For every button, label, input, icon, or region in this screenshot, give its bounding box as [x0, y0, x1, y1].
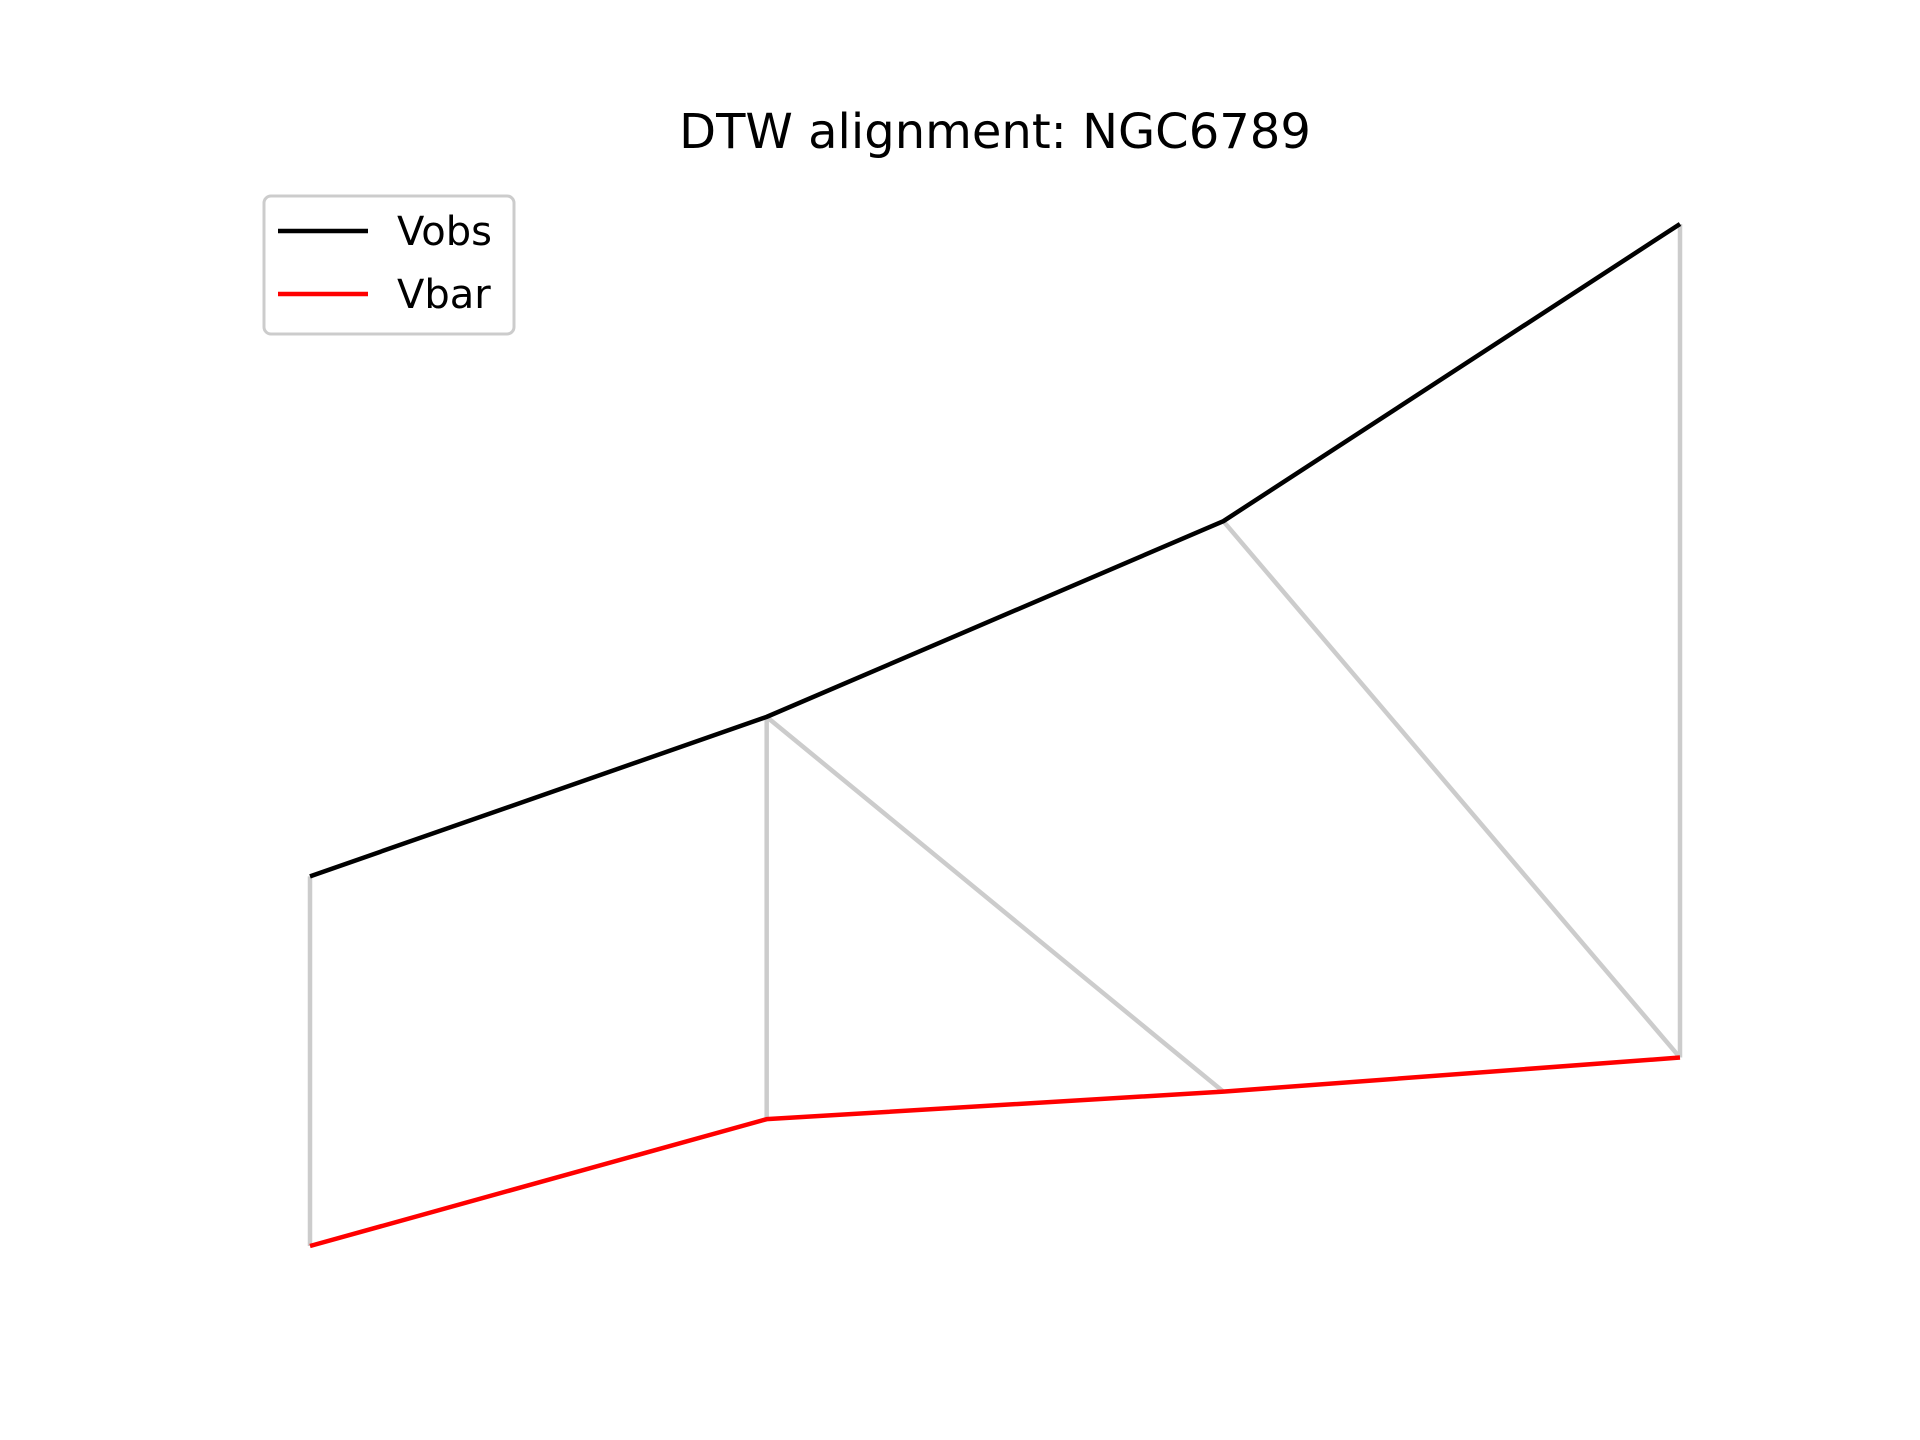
legend-label-vobs: Vobs — [397, 209, 492, 255]
alignment-lines — [307, 224, 1683, 1246]
chart-title: DTW alignment: NGC6789 — [679, 104, 1311, 160]
series-line-vobs — [309, 222, 1682, 879]
legend-label-vbar: Vbar — [397, 272, 491, 318]
alignment-line-3 — [1221, 519, 1682, 1060]
series-line-vbar — [309, 1055, 1681, 1249]
legend: Vobs Vbar — [262, 194, 516, 336]
series-lines — [309, 222, 1682, 1249]
alignment-line-2 — [765, 715, 1225, 1094]
